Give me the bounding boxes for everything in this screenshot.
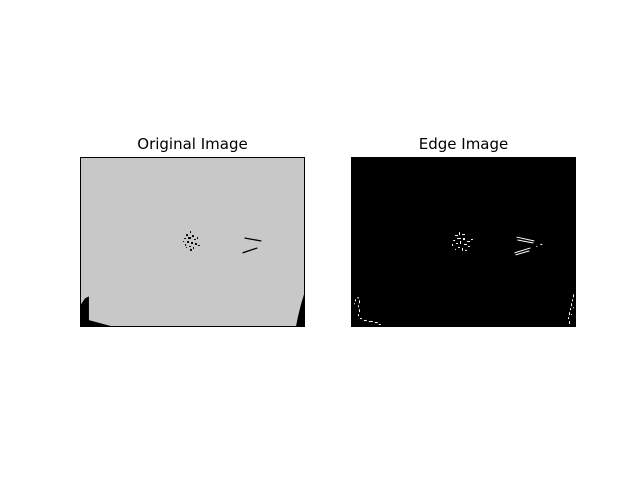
edge-speckle-cluster: [452, 232, 473, 251]
edge-image-graphic: [353, 232, 575, 326]
edge-stroke-dots: [536, 243, 543, 247]
original-image-title: Original Image: [137, 135, 248, 153]
edge-corner-bottom-left: [353, 297, 381, 326]
original-speckle-cluster: [183, 231, 200, 251]
original-strokes: [242, 237, 262, 254]
original-corner-bottom-right: [296, 294, 304, 326]
edge-corner-bottom-right: [568, 294, 575, 325]
edge-image-title: Edge Image: [418, 135, 509, 153]
original-image-graphic: [81, 231, 304, 326]
edge-strokes: [514, 236, 535, 256]
original-corner-bottom-left: [81, 296, 111, 326]
edge-image-panel: [351, 157, 576, 327]
original-image-panel: [80, 157, 305, 327]
